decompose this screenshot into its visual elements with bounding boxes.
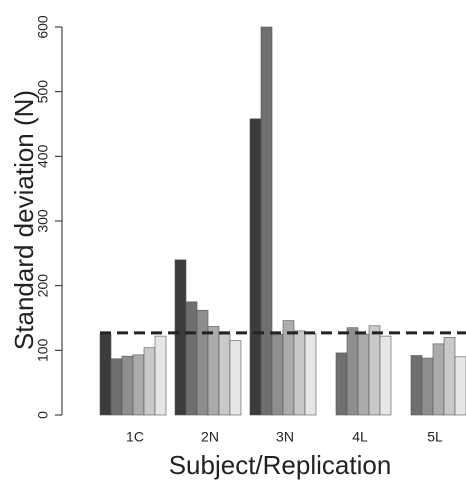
bar bbox=[282, 320, 295, 416]
bar bbox=[174, 259, 187, 416]
bar bbox=[218, 333, 231, 416]
bar bbox=[346, 327, 359, 416]
bar bbox=[421, 357, 434, 416]
bar bbox=[379, 335, 392, 416]
y-tick-label: 100 bbox=[35, 338, 51, 362]
bar bbox=[154, 335, 167, 416]
x-tick-label: 1C bbox=[126, 429, 144, 445]
y-tick-label: 500 bbox=[35, 80, 51, 104]
bar bbox=[443, 337, 456, 416]
bar bbox=[432, 343, 445, 416]
x-tick-label: 3N bbox=[276, 429, 294, 445]
x-tick-label: 4L bbox=[352, 429, 368, 445]
y-tick-label: 0 bbox=[35, 411, 51, 419]
bar bbox=[249, 118, 262, 416]
y-axis-label: Standard deviation (N) bbox=[9, 90, 39, 350]
y-tick-label: 300 bbox=[35, 209, 51, 233]
bar bbox=[304, 333, 317, 416]
x-tick-label: 2N bbox=[201, 429, 219, 445]
bar bbox=[410, 355, 423, 416]
bar bbox=[143, 347, 156, 416]
bar bbox=[260, 26, 273, 416]
bar bbox=[110, 358, 123, 416]
bar bbox=[368, 325, 381, 416]
bar bbox=[454, 356, 466, 416]
bar bbox=[99, 333, 112, 416]
bar bbox=[271, 333, 284, 416]
bar bbox=[293, 330, 306, 416]
bar bbox=[196, 309, 209, 416]
x-tick-label: 5L bbox=[427, 429, 443, 445]
bar bbox=[132, 354, 145, 416]
bar bbox=[121, 355, 134, 416]
y-tick-label: 200 bbox=[35, 274, 51, 298]
bar bbox=[207, 326, 220, 416]
bar bbox=[229, 340, 242, 416]
bar bbox=[357, 333, 370, 416]
x-axis-label: Subject/Replication bbox=[169, 450, 392, 480]
bar bbox=[185, 301, 198, 416]
bar bbox=[335, 352, 348, 416]
y-tick-label: 400 bbox=[35, 144, 51, 168]
y-tick-label: 600 bbox=[35, 15, 51, 39]
